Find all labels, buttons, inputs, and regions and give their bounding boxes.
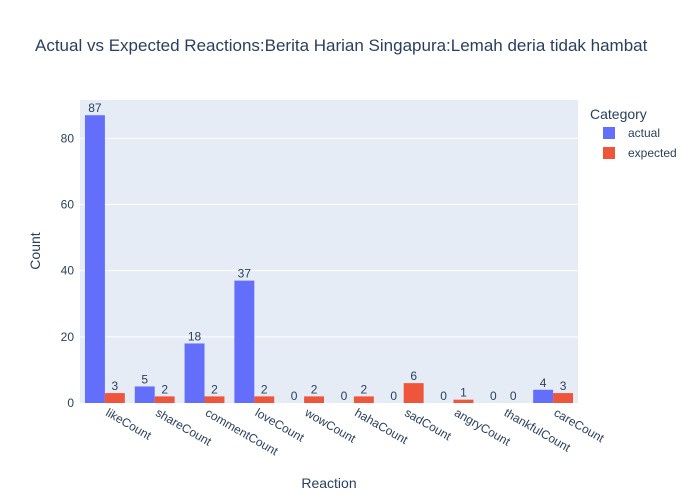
bar-value-label: 37 — [238, 267, 252, 281]
bar-expected-hahaCount — [353, 396, 374, 403]
bar-value-label: 0 — [390, 389, 397, 403]
chart-title: Actual vs Expected Reactions:Berita Hari… — [35, 36, 648, 55]
x-tick-label: wowCount — [302, 405, 359, 446]
bar-value-label: 3 — [112, 379, 119, 393]
x-tick-label: hahaCount — [352, 405, 410, 447]
legend-swatch-expected — [603, 147, 615, 159]
bars — [84, 115, 574, 403]
bar-value-label: 0 — [510, 389, 517, 403]
y-axis-ticks: 0 20 40 60 80 — [61, 131, 75, 410]
bar-value-label: 2 — [361, 382, 368, 396]
bar-expected-angryCount — [453, 399, 474, 403]
bar-actual-shareCount — [134, 386, 155, 403]
bar-value-label: 2 — [261, 382, 268, 396]
bar-value-label: 3 — [560, 379, 567, 393]
bar-expected-sadCount — [403, 383, 424, 403]
legend-swatch-actual — [603, 127, 615, 139]
bar-value-label: 1 — [460, 386, 467, 400]
y-tick-label: 40 — [61, 264, 75, 278]
bar-actual-careCount — [533, 389, 554, 403]
bar-value-label: 0 — [490, 389, 497, 403]
y-tick-label: 20 — [61, 330, 75, 344]
x-axis-ticks: likeCount shareCountcommentCountloveCount… — [103, 405, 607, 459]
bar-value-label: 6 — [410, 369, 417, 383]
gridlines — [80, 137, 578, 338]
bar-expected-likeCount — [104, 393, 125, 403]
legend-title: Category — [590, 106, 647, 122]
y-tick-label: 80 — [61, 131, 75, 145]
x-tick-label: likeCount — [103, 405, 154, 442]
bar-value-label: 18 — [188, 329, 202, 343]
y-tick-label: 0 — [67, 396, 74, 410]
bar-expected-shareCount — [154, 396, 175, 403]
x-axis-title: Reaction — [301, 475, 356, 491]
bar-value-label: 5 — [141, 372, 148, 386]
bar-value-label: 87 — [88, 101, 102, 115]
bar-value-label: 0 — [440, 389, 447, 403]
bar-value-label: 4 — [540, 376, 547, 390]
legend: Category actual expected — [590, 106, 677, 160]
legend-label-expected: expected — [628, 146, 677, 160]
x-tick-label: sadCount — [402, 405, 454, 443]
bar-expected-loveCount — [254, 396, 275, 403]
y-axis-title: Count — [27, 232, 43, 269]
bar-expected-wowCount — [304, 396, 325, 403]
bar-actual-likeCount — [84, 115, 105, 403]
bar-value-label: 0 — [341, 389, 348, 403]
bar-actual-loveCount — [234, 280, 255, 403]
y-tick-label: 60 — [61, 198, 75, 212]
legend-label-actual: actual — [628, 126, 660, 140]
plot-area — [80, 100, 578, 403]
bar-expected-careCount — [553, 393, 574, 403]
bar-actual-commentCount — [184, 343, 205, 403]
bar-value-label: 0 — [291, 389, 298, 403]
bar-value-label: 2 — [211, 382, 218, 396]
bar-expected-commentCount — [204, 396, 225, 403]
bar-value-label: 2 — [161, 382, 168, 396]
bar-value-label: 2 — [311, 382, 318, 396]
